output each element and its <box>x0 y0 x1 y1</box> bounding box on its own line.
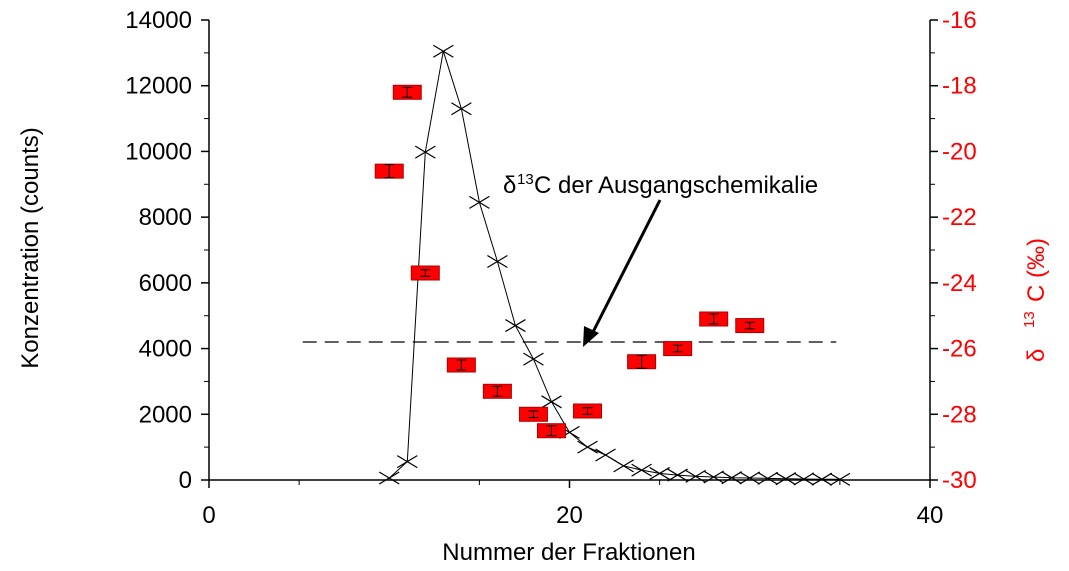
concentration-marker <box>613 459 634 473</box>
concentration-marker <box>433 44 454 58</box>
concentration-marker <box>451 102 472 116</box>
concentration-line <box>388 51 840 480</box>
y-tick-label: 2000 <box>139 401 192 428</box>
concentration-marker <box>396 455 418 469</box>
y-tick-label: 10000 <box>125 138 192 165</box>
x-tick-label: 40 <box>917 502 944 529</box>
concentration-marker <box>487 254 508 269</box>
concentration-marker <box>649 466 670 480</box>
y-tick-label: 14000 <box>125 7 192 34</box>
concentration-marker <box>414 145 436 159</box>
concentration-marker <box>775 472 797 486</box>
y2-tick-label: -30 <box>942 467 977 494</box>
annotation-arrow-shaft <box>590 199 662 335</box>
annotation-prefix: δ <box>503 172 516 199</box>
y2-tick-label: -28 <box>942 401 977 428</box>
concentration-marker <box>739 471 761 485</box>
annotation-arrow-head <box>583 326 599 347</box>
y2-title-rest: C (‰) <box>1023 238 1050 302</box>
concentration-marker <box>793 472 815 486</box>
y2-tick-label: -24 <box>942 270 977 297</box>
x-axis-title: Nummer der Fraktionen <box>442 539 695 566</box>
concentration-marker <box>631 463 652 477</box>
concentration-marker <box>595 448 616 462</box>
y2-title-sup: 13 <box>1021 311 1038 328</box>
y2-title-delta: δ <box>1023 349 1050 362</box>
annotation: δ 13 C der Ausgangschemikalie <box>503 171 818 347</box>
y-axis-title: Konzentration (counts) <box>17 127 44 368</box>
concentration-marker <box>523 352 544 366</box>
y2-tick-label: -20 <box>942 138 977 165</box>
y2-tick-label: -16 <box>942 7 977 34</box>
y2-tick-label: -18 <box>942 73 977 100</box>
concentration-marker <box>829 472 851 486</box>
y-tick-label: 12000 <box>125 73 192 100</box>
concentration-marker <box>469 195 490 209</box>
concentration-marker <box>667 468 688 482</box>
concentration-marker <box>721 471 743 485</box>
concentration-marker <box>541 395 562 409</box>
y-tick-label: 8000 <box>139 204 192 231</box>
concentration-marker <box>505 319 526 333</box>
concentration-marker <box>703 470 725 484</box>
y2-axis-title: δ 13 C (‰) <box>1021 238 1050 362</box>
concentration-marker <box>685 469 706 483</box>
y2-tick-label: -26 <box>942 336 977 363</box>
x-tick-label: 20 <box>556 502 583 529</box>
y-tick-label: 0 <box>179 467 192 494</box>
annotation-text: C der Ausgangschemikalie <box>534 172 818 199</box>
y-tick-label: 4000 <box>139 336 192 363</box>
concentration-marker <box>811 472 833 486</box>
y2-tick-label: -22 <box>942 204 977 231</box>
concentration-marker <box>757 471 779 485</box>
x-tick-label: 0 <box>202 502 215 529</box>
annotation-sup: 13 <box>517 171 534 188</box>
y-tick-label: 6000 <box>139 270 192 297</box>
concentration-marker <box>577 440 598 454</box>
concentration-marker <box>378 471 400 485</box>
